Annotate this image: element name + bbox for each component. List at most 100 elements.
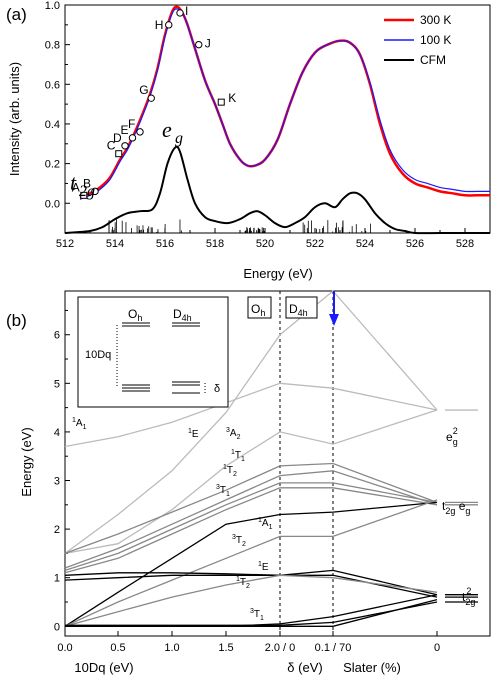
marker-j [195,40,203,49]
state-label-1t2-low: 1T2 [236,576,250,590]
state-label-1e-low: 1E [258,561,269,573]
state-label-3a2: 3A2 [226,427,241,441]
inset-delta-label: δ [214,383,220,395]
oh-region-box [247,296,272,319]
config-t2g2: t2g2 [462,586,475,607]
panel-a-frame [64,4,491,234]
level-line [64,482,438,572]
series-cfm [64,145,490,235]
panel-b-xlabel-slater: Slater (%) [343,660,401,675]
state-label-3t2: 3T2 [232,534,246,548]
marker-k [217,98,225,106]
panel-a-ytick-label: 0.2 [45,159,60,171]
marker-a [80,191,88,199]
eg-annotation-sub: g [175,130,183,147]
level-line [64,462,438,555]
marker-h [165,21,173,29]
marker-c [115,150,123,158]
marker-label-e: E [121,123,129,137]
level-line [65,598,438,627]
legend-label-cfm: CFM [420,53,446,67]
marker-e [128,134,137,142]
panel-b-ytick-label: 5 [54,378,60,390]
t2g-annotation-t: t [70,170,77,195]
marker-label-h: H [155,18,164,32]
panel-b-ylabel: Energy (eV) [19,427,34,496]
legend-label-300k: 300 K [420,13,451,27]
panel-b-xtick-label: 0 [434,642,440,654]
level-line [64,487,438,574]
eg-annotation: e g [162,117,183,147]
panel-b-label: (b) [6,311,27,330]
marker-label-g: G [139,83,148,97]
marker-d [121,142,129,150]
panel-a-xtick-label: 526 [406,238,424,250]
panel-a-ytick-label: 0.8 [45,40,60,52]
state-label-1a1-top: 1A1 [72,417,87,431]
panel-b-xtick-label: 0.5 [110,642,125,654]
marker-b [91,187,99,196]
config-t2g-eg: t2g eg [442,499,470,516]
panel-b-xtick-label: 2.0 / 0 [265,642,296,654]
panel-a-ytick-label: 1.0 [45,0,60,12]
marker-label-k: K [228,91,236,105]
panel-a-ytick-label: 0.6 [45,79,60,91]
panel-a-xlabel: Energy (eV) [243,266,312,281]
series-100k [79,8,490,200]
configuration-labels: eg2 t2g eg t2g2 [442,426,475,607]
panel-b-ticks: 0.0 0.5 1.0 1.5 2.0 / 0 0.1 / 70 0 0 1 2 3 4 5 6 [54,309,440,654]
panel-b-ytick-label: 6 [54,330,60,342]
marker-label-a: A [72,180,80,194]
panel-a-xtick-label: 518 [206,238,224,250]
inset-10dq-label: 10Dq [85,349,111,361]
level-line [64,501,438,627]
eg-annotation-e: e [162,117,172,142]
level-line [65,601,438,626]
marker-label-d: D [113,131,122,145]
marker-label-i: I [185,4,188,18]
panel-a-sticks [108,219,371,233]
panel-b-ytick-label: 0 [54,621,60,633]
state-label-3t1-low: 3T1 [250,608,264,622]
panel-b-xtick-label: 1.5 [218,642,233,654]
marker-arrow-icon [329,314,339,326]
panel-b-xlabel-delta: δ (eV) [287,660,322,675]
level-line [64,499,438,627]
panel-b-ytick-label: 2 [54,524,60,536]
panel-a-xtick-label: 516 [156,238,174,250]
panel-a-xtick-label: 528 [456,238,474,250]
t2g-annotation-sub: 2g [79,183,95,200]
t2g-annotation: t 2g [70,170,95,200]
panel-a-ytick-label: 0.0 [45,198,60,210]
marker-i [176,9,184,17]
inset-diagram: Oh D4h 10Dq δ [77,296,229,408]
panel-a-ylabel: Intensity (arb. units) [7,62,22,176]
panel-a-label: (a) [6,5,27,24]
panel-a-ticks: 512 514 516 518 520 522 524 526 528 0.0 0.2 0.4 0.6 0… [45,0,474,250]
config-eg2: eg2 [446,426,458,447]
level-line [64,574,438,627]
state-label-1e-top: 1E [188,428,199,440]
inset-frame [77,296,229,408]
panel-b-ytick-label: 1 [54,573,60,585]
marker-f [136,128,144,136]
panel-a-series [64,5,490,235]
panel-a-xtick-label: 514 [106,238,124,250]
panel-b-ytick-label: 3 [54,476,60,488]
level-line [64,409,438,555]
panel-b-ytick-label: 4 [54,427,60,439]
marker-label-b: B [83,176,91,190]
panel-a-xtick-label: 512 [56,238,74,250]
panel-a-markers: A B CDE F G H I J K [72,4,236,199]
state-label-3t1-mid: 3T1 [216,484,230,498]
state-labels: 1A1 1E 3A2 1T1 1T2 3T1 1A1 3T2 1E 1T2 3T… [72,417,273,622]
level-line [64,574,438,598]
marker-label-f: F [128,117,135,131]
panel-a-legend: 300 K 100 K CFM [384,13,451,67]
panel-a-xtick-label: 522 [306,238,324,250]
panel-b-xtick-label: 1.0 [164,642,179,654]
panel-b-frame [64,290,491,637]
state-label-1t2-mid: 1T2 [223,464,237,478]
panel-b-xlabel-10dq: 10Dq (eV) [74,660,133,675]
marker-label-c: C [107,139,116,153]
